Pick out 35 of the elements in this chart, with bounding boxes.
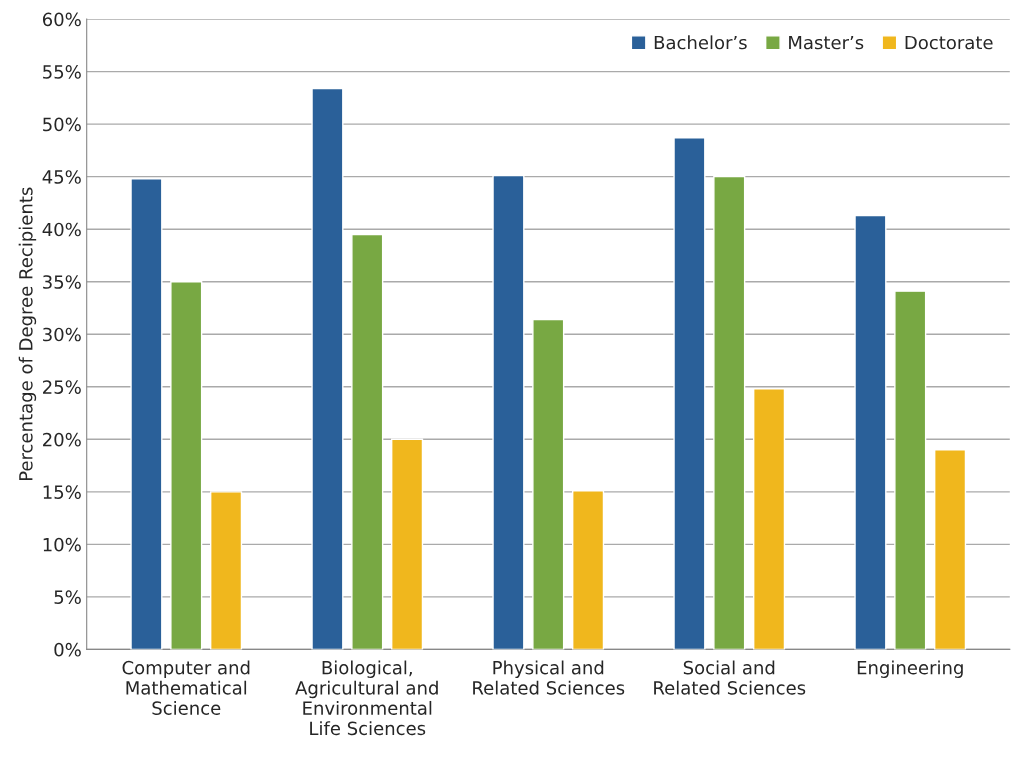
- y-tick-label: 30%: [43, 327, 81, 342]
- y-tick-label: 60%: [42, 12, 81, 27]
- x-tick-label: Biological, Agricultural and Environmental Life Sciences: [295, 660, 438, 736]
- bar: [130, 178, 163, 650]
- bar: [351, 233, 384, 650]
- legend-label: Master’s: [789, 35, 864, 50]
- bar: [752, 388, 786, 650]
- y-tick-label: 35%: [43, 275, 81, 289]
- y-tick-label: 0%: [54, 642, 81, 657]
- bar: [673, 137, 706, 650]
- y-tick-label: 25%: [43, 380, 81, 394]
- x-tick-label: Social and Related Sciences: [654, 660, 806, 695]
- y-tick-label: 5%: [54, 590, 81, 604]
- y-tick-label: 20%: [43, 432, 81, 447]
- legend-label: Doctorate: [905, 35, 993, 50]
- x-tick-label: Computer and Mathematical Science: [122, 660, 250, 715]
- y-tick-label: 40%: [42, 222, 81, 237]
- bar: [209, 491, 243, 650]
- bar: [492, 174, 525, 650]
- bar: [933, 449, 967, 650]
- y-tick-label: 45%: [42, 170, 81, 184]
- bar: [311, 87, 344, 650]
- bar: [571, 490, 605, 650]
- y-tick-label: 10%: [43, 537, 81, 552]
- bar: [713, 175, 746, 650]
- x-tick-label: Physical and Related Sciences: [473, 660, 625, 695]
- bar: [390, 438, 424, 650]
- y-tick-label: 50%: [43, 117, 81, 132]
- bar: [532, 318, 565, 650]
- legend-label: Bachelor’s: [654, 35, 747, 50]
- bar: [170, 281, 203, 650]
- y-tick-label: 55%: [43, 65, 81, 79]
- y-axis-title: Percentage of Degree Recipients: [18, 187, 37, 481]
- y-tick-label: 15%: [43, 485, 81, 499]
- x-tick-label: Engineering: [857, 660, 963, 678]
